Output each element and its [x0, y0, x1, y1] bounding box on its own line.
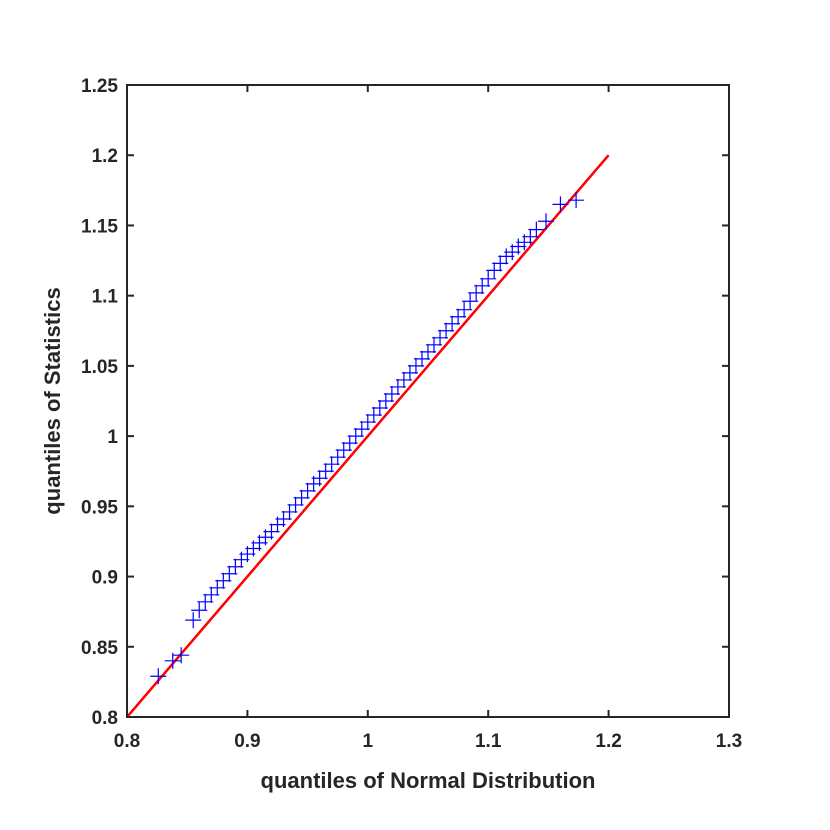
- data-point: [401, 364, 418, 381]
- data-point: [456, 301, 473, 318]
- x-tick-label: 0.8: [114, 731, 140, 752]
- data-point: [420, 343, 436, 360]
- data-point: [215, 572, 232, 589]
- data-point: [438, 322, 455, 339]
- data-point: [395, 371, 412, 388]
- data-point: [191, 602, 208, 619]
- data-point: [341, 435, 358, 452]
- data-point: [293, 489, 310, 506]
- data-point: [492, 255, 509, 272]
- data-point: [426, 336, 443, 353]
- data-point: [311, 470, 328, 487]
- y-tick-label: 1.15: [81, 216, 118, 237]
- data-point: [568, 192, 585, 209]
- y-tick-label: 0.9: [92, 568, 118, 589]
- data-point: [552, 196, 569, 213]
- data-point: [275, 510, 292, 527]
- data-point: [383, 385, 400, 402]
- data-point: [528, 221, 545, 238]
- data-point: [197, 593, 214, 610]
- y-tick-label: 0.8: [92, 708, 118, 729]
- data-point: [432, 329, 449, 346]
- data-point: [510, 238, 527, 255]
- data-point: [227, 558, 244, 575]
- data-point: [377, 393, 394, 409]
- y-axis-ticks: 0.8 0.85 0.9 0.95 1 1.05 1.1 1.15 1.2 1.25: [81, 76, 729, 729]
- y-tick-label: 1.1: [92, 287, 119, 308]
- x-tick-label: 1.2: [595, 731, 621, 752]
- y-axis-label: quantiles of Statistics: [40, 287, 65, 514]
- data-point: [287, 496, 304, 513]
- data-point: [317, 463, 334, 480]
- data-point: [221, 565, 238, 582]
- data-point: [498, 248, 515, 265]
- data-point: [164, 652, 181, 669]
- data-point: [359, 414, 376, 431]
- data-point: [389, 378, 406, 395]
- x-axis-ticks: 0.8 0.9 1 1.1 1.2 1.3: [114, 85, 742, 752]
- data-point: [263, 523, 280, 540]
- y-tick-label: 0.95: [81, 497, 118, 518]
- x-tick-label: 1.1: [475, 731, 502, 752]
- y-tick-label: 1.2: [92, 146, 118, 167]
- y-tick-label: 1.25: [81, 76, 118, 97]
- data-point: [468, 284, 485, 301]
- data-point: [413, 350, 430, 367]
- data-point: [407, 357, 424, 374]
- data-point: [185, 612, 202, 629]
- x-axis-label: quantiles of Normal Distribution: [261, 768, 596, 793]
- data-point: [353, 421, 370, 438]
- data-point: [474, 277, 491, 294]
- y-tick-label: 1: [107, 427, 118, 448]
- data-point: [522, 228, 539, 245]
- data-point: [462, 293, 479, 310]
- data-point: [209, 579, 226, 596]
- y-tick-label: 1.05: [81, 357, 118, 378]
- x-tick-label: 1.3: [716, 731, 742, 752]
- data-point: [173, 647, 190, 664]
- y-tick-label: 0.85: [81, 638, 118, 659]
- plot-frame: [126, 84, 730, 718]
- x-tick-label: 0.9: [234, 731, 260, 752]
- data-point: [299, 482, 316, 499]
- data-point: [537, 213, 554, 230]
- data-points-layer: [150, 192, 585, 685]
- data-point: [323, 456, 340, 473]
- data-point: [281, 503, 298, 520]
- data-point: [329, 449, 346, 466]
- data-point: [450, 308, 467, 325]
- data-point: [203, 586, 220, 603]
- plot-background: [127, 85, 729, 717]
- data-point: [365, 407, 382, 424]
- data-point: [150, 668, 167, 685]
- reference-line: [126, 154, 610, 718]
- data-point: [480, 270, 497, 287]
- data-point: [444, 315, 461, 332]
- x-tick-label: 1: [363, 731, 374, 752]
- reference-line-layer: [126, 154, 610, 718]
- data-point: [486, 262, 503, 279]
- data-point: [371, 400, 388, 417]
- data-point: [347, 428, 364, 445]
- data-point: [335, 442, 352, 459]
